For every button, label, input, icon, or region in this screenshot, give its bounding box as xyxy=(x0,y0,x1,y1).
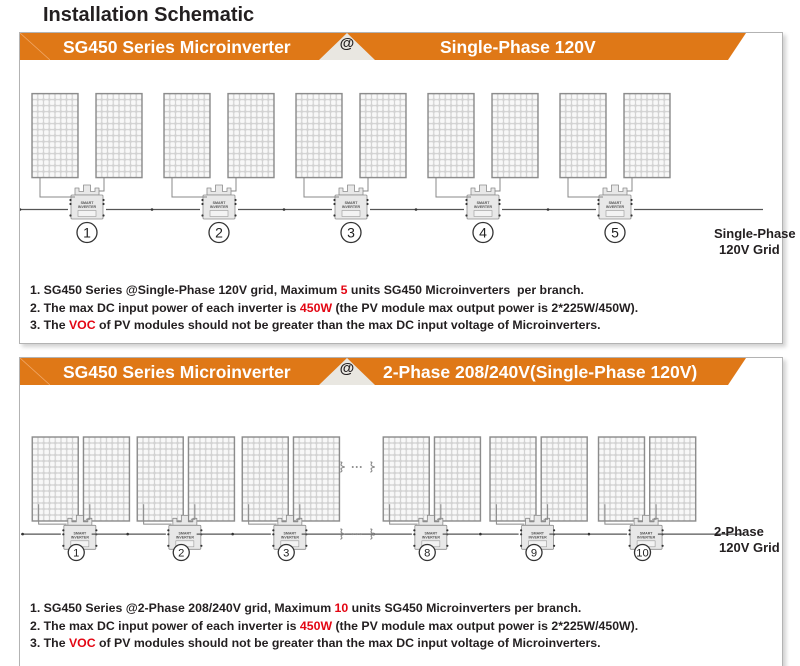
svg-text:1: 1 xyxy=(83,225,91,241)
svg-text:5: 5 xyxy=(611,225,619,241)
svg-text:8: 8 xyxy=(424,548,430,560)
svg-text:3: 3 xyxy=(347,225,355,241)
svg-text:2: 2 xyxy=(215,225,223,241)
svg-text:4: 4 xyxy=(479,225,487,241)
svg-text:10: 10 xyxy=(636,548,648,560)
svg-text:9: 9 xyxy=(531,548,537,560)
svg-text:1: 1 xyxy=(73,548,79,560)
svg-text:3: 3 xyxy=(283,548,289,560)
svg-text:2: 2 xyxy=(178,548,184,560)
